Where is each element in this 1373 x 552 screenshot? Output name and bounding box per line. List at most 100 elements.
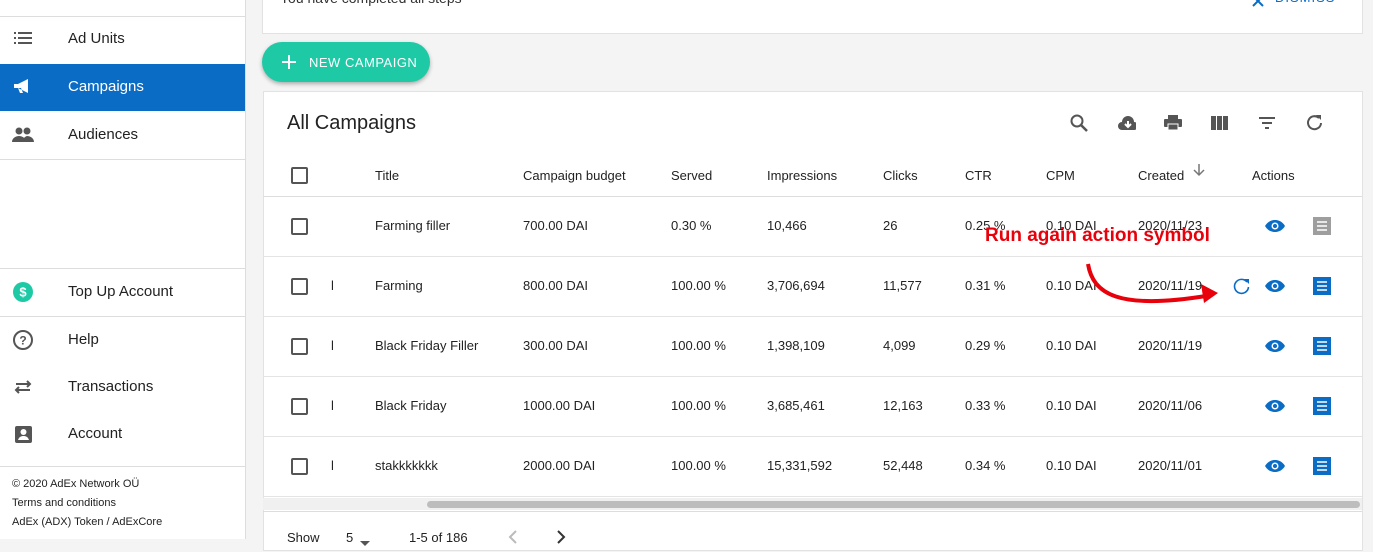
icon — [1252, 0, 1264, 7]
select-all-checkbox[interactable] — [291, 167, 308, 184]
row-checkbox[interactable] — [291, 338, 308, 355]
icon — [14, 32, 32, 44]
icon — [15, 426, 32, 443]
cell: 2020/11/19 — [1138, 278, 1203, 293]
cell: 11,577 — [883, 278, 922, 293]
icon — [14, 79, 28, 93]
row-checkbox[interactable] — [291, 458, 308, 475]
cell: 3,685,461 — [767, 398, 825, 413]
new-campaign-label[interactable]: NEW CAMPAIGN — [309, 55, 418, 70]
view-button[interactable] — [1264, 458, 1286, 479]
notice-card — [262, 0, 1363, 34]
cell: 52,448 — [883, 458, 923, 473]
table-title: All Campaigns — [287, 112, 416, 134]
toolbar-button[interactable] — [1210, 113, 1230, 138]
column-header[interactable]: Served — [671, 168, 713, 183]
view-button[interactable] — [1264, 398, 1286, 419]
footer-link[interactable]: Terms and conditions — [12, 497, 116, 509]
row-checkbox[interactable] — [291, 278, 308, 295]
cell: 1000.00 DAI — [523, 398, 596, 413]
icon — [1086, 263, 1218, 304]
toolbar-button[interactable] — [1257, 113, 1277, 138]
table-card — [263, 91, 1363, 551]
report-button[interactable] — [1312, 216, 1332, 241]
cell: 0.33 % — [965, 398, 1006, 413]
cell: 100.00 % — [671, 458, 726, 473]
cell: 0.10 DAI — [1046, 398, 1097, 413]
separator — [0, 316, 245, 317]
pagination-show: Show — [287, 530, 320, 545]
icon — [12, 127, 34, 142]
icon — [508, 530, 517, 544]
column-header[interactable]: CTR — [965, 168, 992, 183]
column-header[interactable]: Clicks — [883, 168, 918, 183]
separator — [0, 268, 245, 269]
footer-link[interactable]: AdEx (ADX) Token / AdExCore — [12, 516, 163, 528]
separator — [0, 16, 245, 17]
toolbar-button[interactable] — [1116, 113, 1138, 138]
report-button[interactable] — [1312, 336, 1332, 361]
dismiss-button[interactable]: DISMISS — [1275, 0, 1335, 5]
cell: 2020/11/23 — [1138, 218, 1203, 233]
cell: 4,099 — [883, 338, 916, 353]
scrollbar-thumb — [427, 501, 1360, 508]
run-again-button[interactable] — [1231, 276, 1251, 301]
row-checkbox[interactable] — [291, 218, 308, 235]
view-button[interactable] — [1264, 338, 1286, 359]
report-button[interactable] — [1312, 456, 1332, 481]
icon — [1259, 117, 1275, 129]
plus-icon — [282, 55, 296, 74]
icon — [1265, 460, 1285, 472]
cell: 100.00 % — [671, 398, 726, 413]
report-button[interactable] — [1312, 396, 1332, 421]
cell: Black Friday — [375, 398, 447, 413]
nav-item[interactable]: Top Up Account — [68, 283, 174, 300]
per-page-select[interactable]: 5 — [346, 530, 354, 545]
status-indicator: l — [331, 278, 334, 293]
column-header[interactable]: Title — [375, 168, 400, 183]
icon — [1265, 340, 1285, 352]
icon — [1233, 278, 1250, 295]
nav-item[interactable]: Campaigns — [68, 78, 144, 95]
cell: 0.29 % — [965, 338, 1006, 353]
view-button[interactable] — [1264, 218, 1286, 239]
nav-item[interactable]: Audiences — [68, 126, 139, 143]
toolbar-button[interactable] — [1304, 113, 1324, 138]
cell: 2020/11/19 — [1138, 338, 1203, 353]
icon — [360, 541, 370, 546]
row-checkbox[interactable] — [291, 398, 308, 415]
nav-item[interactable]: Account — [68, 425, 123, 442]
cell: 0.10 DAI — [1046, 278, 1097, 293]
cell: 1,398,109 — [767, 338, 825, 353]
column-header[interactable]: Actions — [1252, 168, 1295, 183]
cell: 12,163 — [883, 398, 923, 413]
report-button[interactable] — [1312, 276, 1332, 301]
cell: 0.10 DAI — [1046, 338, 1097, 353]
icon — [14, 380, 32, 394]
nav-item[interactable]: Ad Units — [68, 30, 125, 47]
next-page[interactable] — [556, 530, 566, 549]
column-header[interactable]: Created — [1138, 168, 1185, 183]
column-header[interactable]: CPM — [1046, 168, 1075, 183]
view-button[interactable] — [1264, 278, 1286, 299]
dismiss-icon — [1252, 0, 1264, 12]
status-indicator: l — [331, 338, 334, 353]
nav-icon — [12, 28, 36, 55]
notice-text: You have completed all steps — [280, 0, 462, 6]
column-header[interactable]: Impressions — [767, 168, 838, 183]
nav-item[interactable]: Help — [68, 331, 99, 348]
cell: 800.00 DAI — [523, 278, 589, 293]
cell: 0.10 DAI — [1046, 458, 1097, 473]
cell: Farming filler — [375, 218, 451, 233]
prev-page[interactable] — [508, 530, 518, 549]
toolbar-button[interactable] — [1163, 113, 1183, 138]
nav-item[interactable]: Transactions — [68, 378, 154, 395]
separator — [263, 256, 1362, 257]
nav-icon — [12, 76, 36, 103]
icon — [1313, 217, 1331, 235]
separator — [263, 376, 1362, 377]
annotation-arrow — [1080, 258, 1225, 319]
column-header[interactable]: Campaign budget — [523, 168, 626, 183]
icon — [1193, 164, 1205, 177]
toolbar-button[interactable] — [1069, 113, 1089, 138]
